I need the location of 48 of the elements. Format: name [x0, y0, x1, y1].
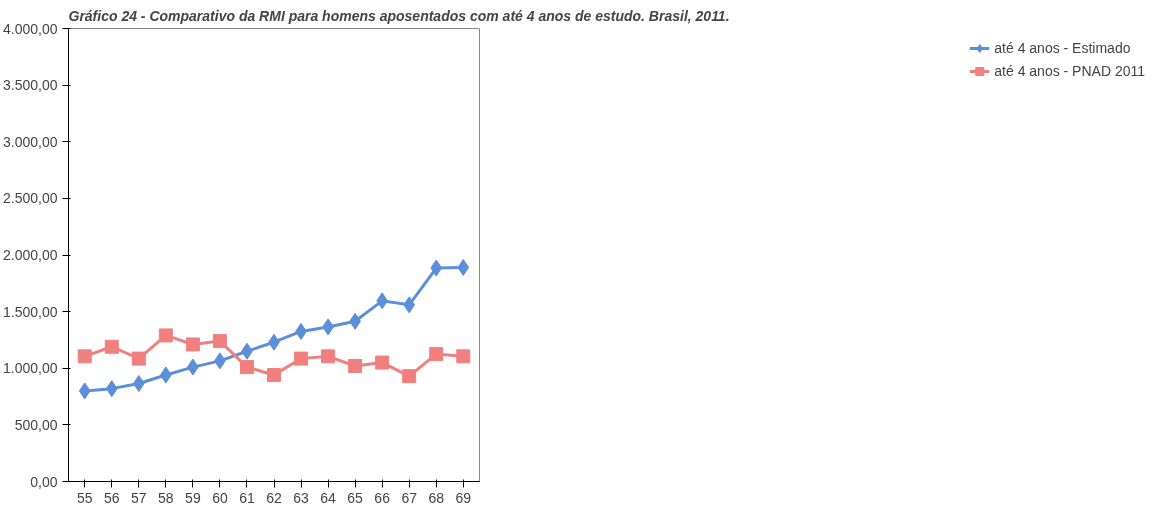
point — [158, 328, 173, 343]
chart-title: Gráfico 24 - Comparativo da RMI para homens aposentados com até 4 anos de estudo. Brasil, 2011. — [68, 7, 730, 24]
x-tick-label: 60 — [212, 489, 228, 506]
x-tick-label: 67 — [401, 489, 418, 506]
point — [402, 369, 417, 384]
x-tick-label: 66 — [374, 489, 391, 506]
y-tick-label: 500,00 — [14, 416, 58, 433]
x-tick-label: 55 — [76, 489, 93, 506]
point — [456, 349, 471, 364]
y-tick-label: 3.000,00 — [3, 133, 58, 150]
x-tick-label: 62 — [266, 489, 282, 506]
x-tick-label: 56 — [103, 489, 120, 506]
y-tick-label: 0,00 — [30, 473, 58, 490]
point — [321, 349, 336, 364]
x-tick-label: 68 — [428, 489, 445, 506]
x-tick-label: 69 — [455, 489, 472, 506]
y-tick-label: 1.000,00 — [3, 360, 58, 377]
point — [403, 296, 416, 314]
x-tick-label: 63 — [293, 489, 310, 506]
point — [429, 347, 444, 362]
legend-label: até 4 anos - PNAD 2011 — [994, 63, 1145, 79]
point — [294, 351, 309, 366]
y-tick-label: 3.500,00 — [3, 77, 58, 94]
point — [212, 334, 227, 349]
point — [239, 360, 254, 375]
x-tick-label: 65 — [347, 489, 364, 506]
point — [105, 380, 118, 398]
point — [132, 375, 145, 393]
x-tick-label: 58 — [158, 489, 174, 506]
y-tick-label: 4.000,00 — [3, 20, 58, 37]
point — [267, 368, 281, 383]
point — [77, 349, 92, 364]
legend-label: até 4 anos - Estimado — [994, 40, 1131, 56]
y-tick-label: 2.500,00 — [3, 190, 58, 207]
point — [185, 337, 200, 352]
point — [348, 358, 363, 373]
point — [78, 382, 91, 400]
point — [104, 339, 119, 354]
y-tick-label: 1.500,00 — [3, 303, 58, 320]
y-tick-label: 2.000,00 — [3, 247, 58, 263]
x-tick-label: 61 — [239, 489, 255, 506]
point — [457, 258, 470, 276]
x-tick-label: 64 — [320, 489, 337, 506]
point — [430, 259, 443, 277]
point — [375, 355, 390, 370]
x-tick-label: 57 — [131, 489, 147, 506]
x-tick-label: 59 — [185, 489, 201, 506]
point — [131, 351, 146, 366]
